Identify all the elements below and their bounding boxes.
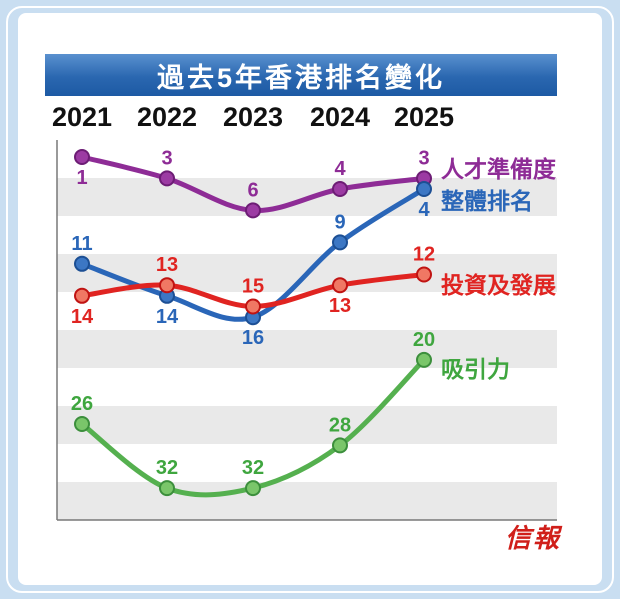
point-label-overall-ranking: 4 [418, 199, 430, 221]
chart-title: 過去5年香港排名變化 [156, 62, 446, 93]
brand-logo: 信報 [505, 524, 562, 554]
point-label-overall-ranking: 14 [156, 306, 179, 328]
point-label-overall-ranking: 9 [334, 211, 345, 233]
point-label-investment-development: 13 [156, 254, 178, 276]
data-point-talent-readiness [332, 181, 348, 197]
data-point-attractiveness [245, 480, 261, 497]
x-axis-label-2021: 2021 [51, 102, 113, 132]
data-point-investment-development [332, 277, 348, 294]
grid-band [57, 330, 557, 368]
series-label-attractiveness: 吸引力 [441, 356, 510, 382]
data-point-overall-ranking [416, 181, 432, 197]
series-talent-readiness: 1 3 6 4 3 [74, 147, 432, 219]
data-point-attractiveness [74, 416, 90, 432]
data-point-talent-readiness [74, 149, 90, 165]
data-point-overall-ranking [332, 234, 348, 251]
data-point-attractiveness [159, 480, 175, 497]
grid-band [57, 406, 557, 444]
point-label-overall-ranking: 11 [71, 233, 92, 255]
data-point-talent-readiness [159, 170, 175, 187]
x-axis-label-2025: 2025 [393, 102, 455, 132]
point-label-attractiveness: 32 [242, 457, 264, 479]
point-label-attractiveness: 20 [413, 329, 435, 351]
data-point-talent-readiness [245, 202, 261, 219]
point-label-talent-readiness: 1 [76, 167, 87, 189]
data-point-investment-development [159, 277, 175, 294]
point-label-talent-readiness: 3 [161, 147, 172, 169]
data-point-investment-development [416, 266, 432, 283]
data-point-attractiveness [416, 351, 432, 368]
x-axis-label-2024: 2024 [309, 102, 371, 132]
point-label-attractiveness: 26 [71, 393, 93, 415]
grid-band [57, 482, 557, 520]
data-point-attractiveness [332, 437, 348, 454]
point-label-attractiveness: 28 [329, 414, 351, 436]
data-point-investment-development [245, 298, 261, 315]
series-label-talent-readiness: 人才準備度 [441, 156, 556, 182]
point-label-overall-ranking: 16 [242, 327, 264, 349]
point-label-investment-development: 14 [71, 306, 94, 328]
point-label-attractiveness: 32 [156, 457, 178, 479]
x-axis-label-2023: 2023 [222, 102, 284, 132]
point-label-talent-readiness: 3 [418, 147, 429, 169]
series-label-overall-ranking: 整體排名 [441, 188, 533, 214]
data-point-overall-ranking [74, 255, 90, 272]
point-label-investment-development: 13 [329, 295, 351, 317]
series-label-investment-development: 投資及發展 [441, 272, 556, 298]
chart-title-bar: 過去5年香港排名變化 [45, 54, 557, 96]
point-label-talent-readiness: 4 [334, 158, 346, 180]
series-attractiveness: 26 32 32 28 20 [71, 329, 435, 498]
series-investment-development: 14 13 15 13 12 [71, 244, 435, 328]
data-point-investment-development [74, 287, 90, 304]
x-axis-label-2022: 2022 [136, 102, 198, 132]
point-label-investment-development: 15 [242, 276, 264, 298]
point-label-talent-readiness: 6 [247, 179, 258, 201]
point-label-investment-development: 12 [413, 244, 435, 266]
